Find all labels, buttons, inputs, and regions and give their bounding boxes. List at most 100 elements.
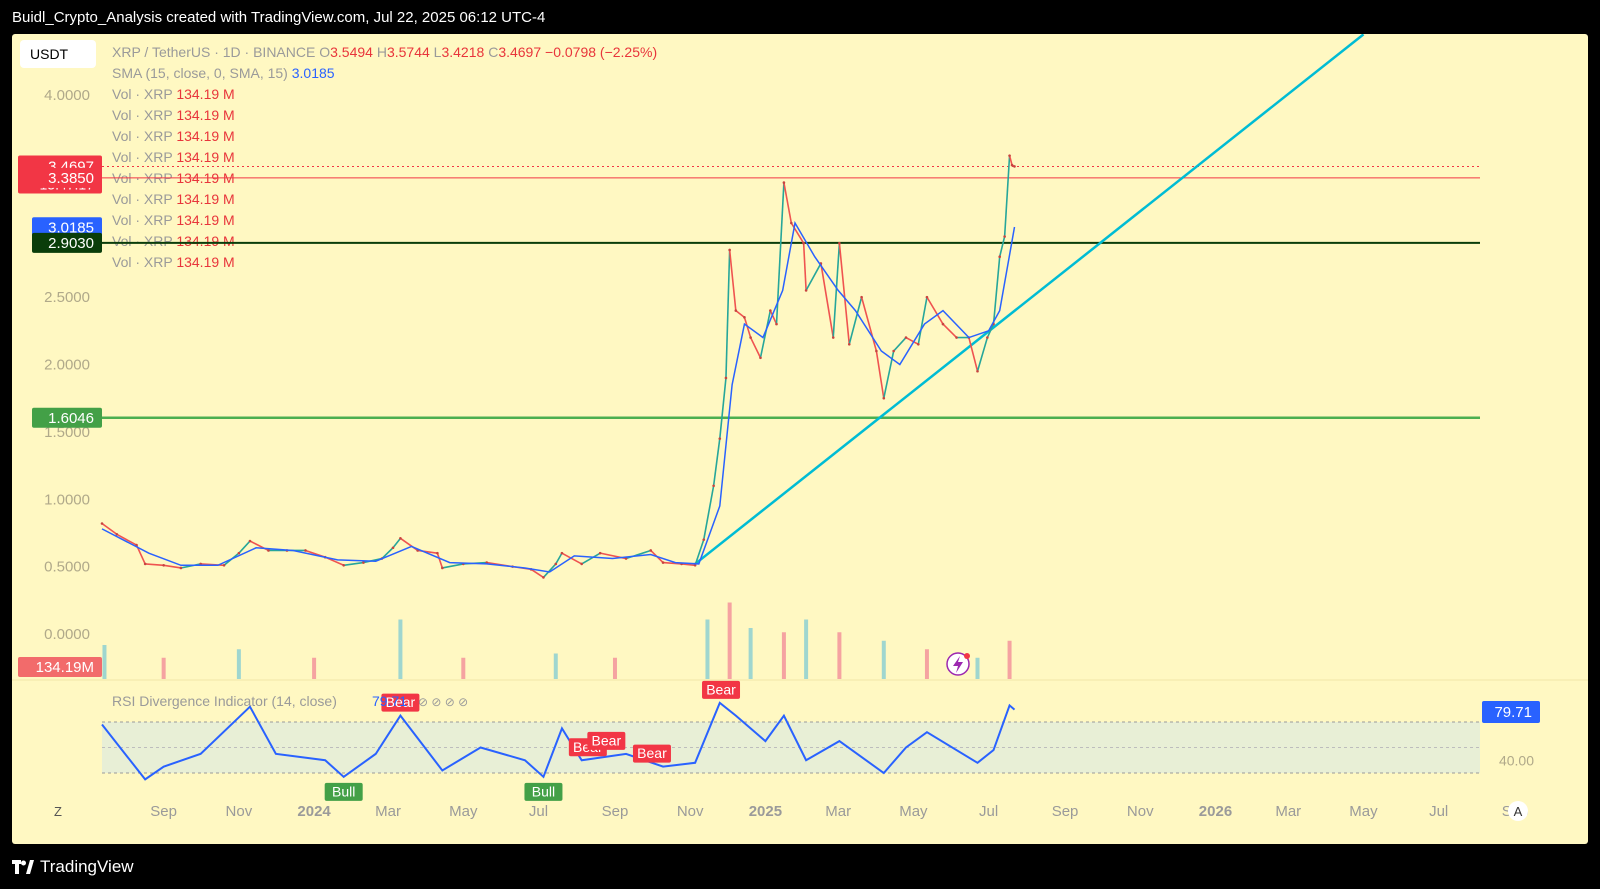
rsi-y-tick-label: 40.00 <box>1499 752 1534 768</box>
price-point <box>743 316 746 319</box>
x-tick-label: Sep <box>150 803 177 820</box>
price-segment <box>555 552 563 565</box>
open-value: 3.5494 <box>330 44 373 60</box>
y-tick-label: 1.0000 <box>44 491 90 508</box>
price-point <box>838 241 841 245</box>
volume-legend-value: 134.19 M <box>176 254 235 270</box>
x-tick-label: Nov <box>1127 803 1154 820</box>
price-segment <box>702 485 715 540</box>
volume-legend-row[interactable]: Vol · XRP 134.19 M <box>112 107 235 123</box>
x-tick-label: Mar <box>1275 803 1301 820</box>
sma-legend[interactable]: SMA (15, close, 0, SMA, 15) 3.0185 <box>112 65 335 81</box>
price-segment <box>238 540 251 554</box>
badge-value: 2.9030 <box>48 235 94 252</box>
x-tick-label: Sep <box>1052 803 1079 820</box>
price-point <box>775 322 778 326</box>
price-point <box>1013 165 1016 168</box>
price-segment <box>163 564 182 569</box>
price-segment <box>725 249 731 378</box>
volume-bar <box>975 657 980 679</box>
price-point <box>804 289 808 292</box>
volume-legend-row[interactable]: Vol · XRP 134.19 M <box>112 86 235 102</box>
bottom-bar: TradingView <box>0 845 1600 889</box>
price-segment <box>392 537 402 549</box>
volume-bar <box>924 649 929 679</box>
rsi-legend: RSI Divergence Indicator (14, close) <box>112 693 337 709</box>
volume-bar <box>612 657 617 679</box>
symbol-title[interactable]: XRP / TetherUS · 1D · BINANCE <box>112 44 316 60</box>
price-point <box>542 576 545 579</box>
volume-legend-label: Vol · XRP <box>112 254 177 270</box>
price-point <box>399 537 402 540</box>
price-point <box>718 437 722 440</box>
price-segment <box>805 263 822 291</box>
x-tick-label: Nov <box>677 803 704 820</box>
bear-label: Bear <box>587 731 626 750</box>
price-point <box>143 562 147 566</box>
y-tick-label: 4.0000 <box>44 87 90 104</box>
volume-bar <box>837 632 842 679</box>
price-level-badge: 3.3850 <box>32 167 102 188</box>
volume-legend-row[interactable]: Vol · XRP 134.19 M <box>112 191 235 207</box>
volume-legend-row[interactable]: Vol · XRP 134.19 M <box>112 254 235 270</box>
price-segment <box>718 377 727 439</box>
trendline <box>694 34 1365 565</box>
volume-legend-row[interactable]: Vol · XRP 134.19 M <box>112 149 235 165</box>
price-segment <box>694 539 705 566</box>
price-segment <box>838 243 851 345</box>
x-tick-label: May <box>899 803 928 820</box>
chart-canvas[interactable]: BearBearBearBearBearBullBullRSI Divergen… <box>12 34 1588 844</box>
price-segment <box>832 243 841 338</box>
x-tick-label: 2025 <box>749 803 782 820</box>
volume-bar <box>102 645 107 679</box>
price-point <box>749 336 752 339</box>
price-point <box>598 551 602 555</box>
volume-bar <box>461 657 466 679</box>
x-tick-label: May <box>449 803 478 820</box>
price-point <box>790 221 793 225</box>
y-tick-label: 1.5000 <box>44 424 90 441</box>
price-point <box>759 356 762 360</box>
tradingview-logo[interactable]: TradingView <box>12 857 134 877</box>
volume-legend-row[interactable]: Vol · XRP 134.19 M <box>112 128 235 144</box>
volume-bar <box>236 649 241 679</box>
price-level-badge: 1.6046 <box>32 407 102 428</box>
price-segment <box>769 310 778 325</box>
price-point <box>554 562 558 566</box>
volume-bar <box>161 657 166 679</box>
price-point <box>580 562 583 566</box>
price-series <box>100 154 1016 579</box>
bull-label: Bull <box>324 782 363 801</box>
price-point <box>724 376 728 380</box>
zoom-button: Z <box>54 804 62 819</box>
price-point <box>693 563 697 567</box>
price-segment <box>968 337 979 372</box>
volume-legend-row[interactable]: Vol · XRP 134.19 M <box>112 212 235 228</box>
price-segment <box>749 337 762 359</box>
change-value: −0.0798 (−2.25%) <box>545 44 658 60</box>
bull-label: Bull <box>524 782 563 801</box>
price-segment <box>998 236 1006 257</box>
x-tick-label: Sep <box>602 803 629 820</box>
volume-legend-value: 134.19 M <box>176 107 235 123</box>
bear-label: Bear <box>702 680 741 699</box>
annotation-text: Bear <box>386 694 416 710</box>
price-segment <box>581 552 601 565</box>
price-point <box>831 336 835 339</box>
volume-bar <box>705 619 710 679</box>
price-segment <box>848 296 863 345</box>
price-segment <box>712 438 721 486</box>
annotation-text: Bear <box>592 732 622 748</box>
currency-label[interactable]: USDT <box>20 40 96 68</box>
price-segment <box>530 568 544 579</box>
high-value: 3.5744 <box>386 44 430 60</box>
chart-frame[interactable]: USDT XRP / TetherUS · 1D · BINANCE O3.54… <box>12 34 1588 844</box>
price-segment <box>802 243 807 291</box>
volume-legend-label: Vol · XRP <box>112 107 177 123</box>
price-segment <box>860 296 878 352</box>
volume-legend-label: Vol · XRP <box>112 233 177 249</box>
price-segment <box>820 263 835 338</box>
annotation-text: Bear <box>706 681 736 697</box>
volume-legend-row[interactable]: Vol · XRP 134.19 M <box>112 233 235 249</box>
y-tick-label: 2.5000 <box>44 289 90 306</box>
